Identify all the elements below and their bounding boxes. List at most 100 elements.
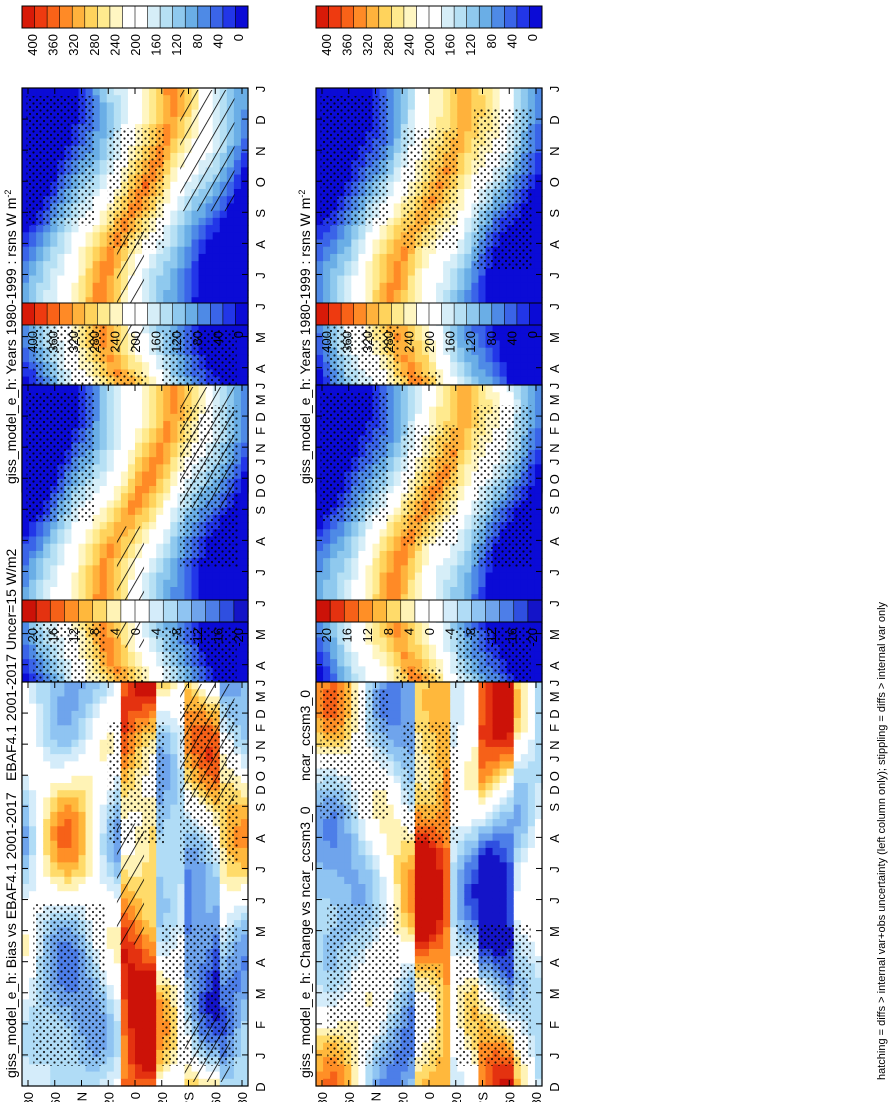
heatmap-cell	[170, 189, 178, 197]
heatmap-cell	[464, 369, 472, 378]
heatmap-cell	[36, 529, 44, 538]
heatmap-cell	[106, 261, 115, 269]
heatmap-cell	[233, 261, 242, 269]
heatmap-cell	[205, 246, 214, 255]
heatmap-cell	[457, 297, 465, 306]
heatmap-cell	[429, 109, 437, 118]
heatmap-cell	[407, 362, 416, 370]
heatmap-cell	[127, 88, 136, 96]
heatmap-cell	[386, 152, 395, 161]
heatmap-cell	[92, 594, 101, 603]
heatmap-cell	[450, 253, 458, 262]
heatmap-cell	[506, 340, 515, 349]
heatmap-cell	[127, 428, 136, 437]
heatmap-cell	[85, 565, 94, 574]
heatmap-cell	[156, 572, 164, 581]
heatmap-cell	[184, 239, 193, 248]
heatmap-cell	[233, 297, 242, 306]
heatmap-cell	[464, 138, 472, 147]
heatmap-cell	[436, 109, 444, 118]
heatmap-cell	[337, 253, 345, 262]
heatmap-cell	[92, 507, 101, 516]
heatmap-cell	[177, 246, 186, 255]
heatmap-cell	[191, 239, 200, 248]
heatmap-cell	[212, 326, 221, 334]
heatmap-cell	[407, 354, 416, 363]
heatmap-cell	[233, 253, 242, 262]
heatmap-cell	[22, 167, 30, 176]
heatmap-cell	[29, 369, 37, 378]
heatmap-cell	[22, 522, 30, 530]
heatmap-cell	[337, 261, 345, 269]
heatmap-cell	[240, 116, 249, 125]
heatmap-cell	[163, 232, 171, 241]
heatmap-cell	[198, 253, 207, 262]
heatmap-cell	[43, 572, 51, 581]
heatmap-cell	[351, 225, 359, 233]
heatmap-cell	[534, 282, 543, 291]
heatmap-cell	[135, 421, 143, 429]
heatmap-cell	[471, 326, 480, 334]
heatmap-cell	[36, 268, 44, 277]
hatch-patch	[116, 229, 145, 351]
heatmap-cell	[127, 116, 136, 125]
heatmap-cell	[421, 102, 430, 111]
heatmap-cell	[464, 326, 472, 334]
heatmap-cell	[393, 189, 402, 197]
heatmap-cell	[22, 196, 30, 205]
heatmap-cell	[64, 88, 73, 96]
heatmap-cell	[106, 594, 115, 603]
heatmap-cell	[386, 189, 395, 197]
heatmap-cell	[240, 326, 249, 334]
heatmap-cell	[205, 290, 214, 298]
heatmap-cell	[485, 102, 494, 111]
month-label: A	[547, 364, 562, 373]
heatmap-cell	[163, 217, 171, 226]
heatmap-cell	[106, 630, 115, 639]
heatmap-cell	[163, 413, 171, 422]
heatmap-cell	[149, 623, 157, 631]
heatmap-cell	[527, 326, 536, 334]
heatmap-cell	[240, 340, 249, 349]
heatmap-cell	[400, 326, 409, 334]
heatmap-cell	[492, 376, 501, 385]
heatmap-cell	[219, 326, 228, 334]
heatmap-cell	[149, 651, 157, 660]
heatmap-cell	[386, 253, 395, 262]
heatmap-cell	[106, 392, 115, 401]
heatmap-cell	[22, 340, 30, 349]
heatmap-cell	[191, 326, 200, 334]
heatmap-cell	[450, 362, 458, 370]
heatmap-cell	[149, 428, 157, 437]
heatmap-cell	[184, 275, 193, 284]
heatmap-cell	[22, 507, 30, 516]
heatmap-cell	[386, 116, 395, 125]
heatmap-cell	[534, 268, 543, 277]
heatmap-cell	[149, 116, 157, 125]
heatmap-cell	[240, 246, 249, 255]
heatmap-cell	[316, 326, 324, 334]
month-label: J	[547, 86, 562, 93]
heatmap-cell	[135, 428, 143, 437]
heatmap-cell	[534, 160, 543, 168]
heatmap-cell	[471, 297, 480, 306]
heatmap-cell	[534, 181, 543, 190]
heatmap-cell	[316, 340, 324, 349]
heatmap-cell	[443, 261, 451, 269]
heatmap-cell	[99, 435, 108, 444]
heatmap-cell	[163, 464, 171, 473]
heatmap-cell	[156, 536, 164, 545]
heatmap-cell	[57, 88, 65, 96]
heatmap-cell	[170, 268, 178, 277]
heatmap-cell	[149, 449, 157, 458]
heatmap-cell	[436, 253, 444, 262]
heatmap-cell	[407, 297, 416, 306]
heatmap-cell	[170, 290, 178, 298]
heatmap-cell	[22, 217, 30, 226]
heatmap-cell	[120, 347, 129, 356]
heatmap-cell	[99, 428, 108, 437]
heatmap-cell	[43, 239, 51, 248]
heatmap-cell	[464, 340, 472, 349]
stipple-patch	[26, 96, 95, 226]
heatmap-cell	[485, 333, 494, 342]
